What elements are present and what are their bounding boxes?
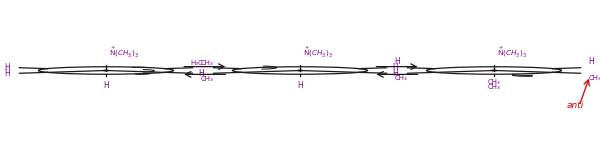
- Text: H: H: [103, 81, 109, 90]
- Text: CH₃: CH₃: [488, 79, 500, 85]
- Text: CH₃: CH₃: [395, 75, 407, 81]
- Text: CH₃: CH₃: [200, 60, 214, 66]
- Text: H₃C: H₃C: [191, 60, 203, 66]
- Text: $\mathregular{\overset{+}{N}}(CH_3)_3$: $\mathregular{\overset{+}{N}}(CH_3)_3$: [109, 44, 139, 59]
- Text: $\mathregular{\overset{+}{N}}(CH_3)_3$: $\mathregular{\overset{+}{N}}(CH_3)_3$: [303, 44, 333, 59]
- Ellipse shape: [104, 70, 109, 71]
- Text: H: H: [198, 69, 203, 78]
- Text: H: H: [392, 63, 398, 72]
- Text: H: H: [392, 69, 398, 78]
- Text: H: H: [395, 57, 400, 66]
- Text: H: H: [297, 81, 303, 90]
- Text: CH₃: CH₃: [488, 84, 500, 90]
- Text: CH₃: CH₃: [589, 75, 600, 81]
- Text: $\mathregular{\overset{+}{N}}(CH_3)_3$: $\mathregular{\overset{+}{N}}(CH_3)_3$: [497, 44, 527, 59]
- Text: H: H: [589, 57, 595, 66]
- Text: H: H: [4, 69, 10, 78]
- Ellipse shape: [298, 70, 302, 71]
- Ellipse shape: [491, 70, 496, 71]
- Text: H: H: [4, 63, 10, 72]
- Text: anti: anti: [567, 101, 584, 110]
- Text: CH₃: CH₃: [200, 76, 214, 82]
